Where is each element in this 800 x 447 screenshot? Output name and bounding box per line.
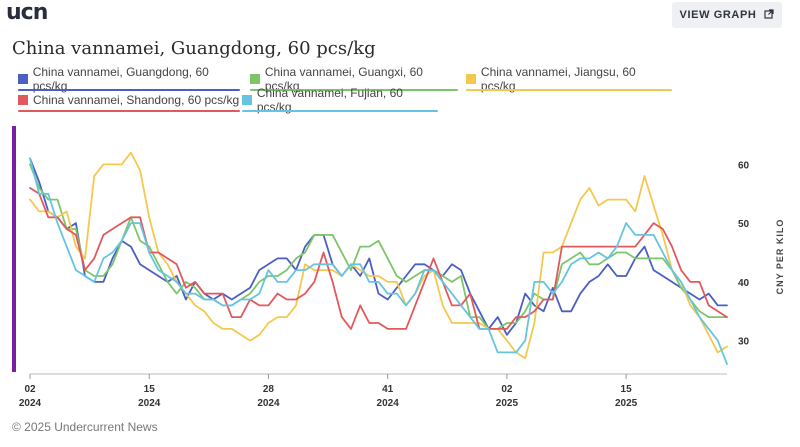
legend-item[interactable]: China vannamei, Shandong, 60 pcs/kg xyxy=(18,90,240,112)
legend-underline xyxy=(18,110,240,112)
y-tick-label: 50 xyxy=(738,219,750,230)
y-axis-label: CNY PER KILO xyxy=(775,219,785,295)
view-graph-label: VIEW GRAPH xyxy=(679,9,757,21)
legend-underline xyxy=(242,110,438,112)
x-tick-label: 28 xyxy=(263,384,275,395)
legend-item[interactable]: China vannamei, Fujian, 60 pcs/kg xyxy=(242,86,438,114)
legend-swatch xyxy=(250,74,260,84)
view-graph-button[interactable]: VIEW GRAPH xyxy=(672,2,782,28)
x-tick-year-label: 2025 xyxy=(496,398,519,409)
series-line xyxy=(29,186,728,330)
x-tick-label: 15 xyxy=(144,384,156,395)
legend-item[interactable]: China vannamei, Jiangsu, 60 pcs/kg xyxy=(466,65,672,93)
legend-swatch xyxy=(18,74,28,84)
y-tick-label: 60 xyxy=(738,160,750,171)
legend-underline xyxy=(466,89,672,91)
legend-item[interactable]: China vannamei, Guangxi, 60 pcs/kg xyxy=(250,65,458,93)
series-line xyxy=(29,157,728,366)
x-tick-year-label: 2024 xyxy=(377,398,400,409)
legend-swatch xyxy=(242,95,252,105)
x-tick-label: 15 xyxy=(621,384,633,395)
y-tick-label: 40 xyxy=(738,278,750,289)
y-tick-label: 30 xyxy=(738,337,750,348)
legend-swatch xyxy=(18,95,28,105)
x-tick-year-label: 2024 xyxy=(138,398,161,409)
line-chart: 30 40 50 60 CNY PER KILO 02 2024 15 2024 28 2024 41… xyxy=(12,126,785,409)
chart-title: China vannamei, Guangdong, 60 pcs/kg xyxy=(12,38,376,59)
x-tick-label: 02 xyxy=(24,384,36,395)
accent-bar xyxy=(12,126,16,372)
x-tick-year-label: 2024 xyxy=(257,398,280,409)
x-tick-label: 41 xyxy=(382,384,394,395)
copyright-footer: © 2025 Undercurrent News xyxy=(12,420,158,434)
legend-underline xyxy=(250,89,458,91)
external-link-icon xyxy=(764,8,775,22)
ucn-logo: ucn xyxy=(6,0,48,25)
x-tick-year-label: 2024 xyxy=(19,398,42,409)
series-line xyxy=(29,151,728,360)
legend-item[interactable]: China vannamei, Guangdong, 60 pcs/kg xyxy=(18,65,240,93)
legend-underline xyxy=(18,89,240,91)
legend-label: China vannamei, Shandong, 60 pcs/kg xyxy=(33,93,240,107)
x-tick-year-label: 2025 xyxy=(615,398,638,409)
x-tick-label: 02 xyxy=(501,384,513,395)
series-line xyxy=(29,157,728,336)
legend-swatch xyxy=(466,74,476,84)
